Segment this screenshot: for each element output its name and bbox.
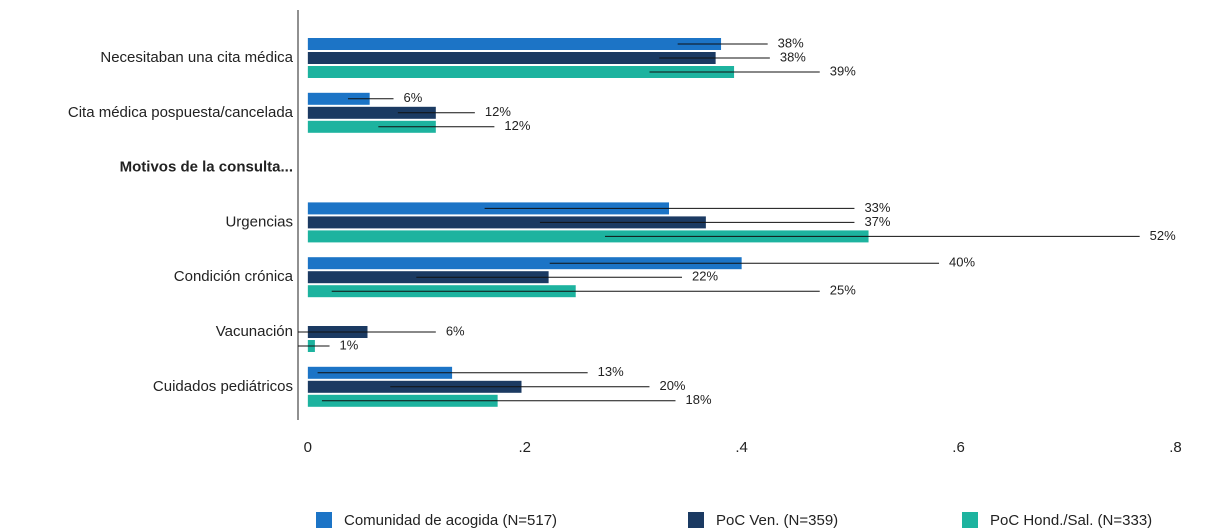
bar — [307, 257, 742, 270]
value-label: 38% — [778, 35, 804, 50]
value-label: 40% — [949, 255, 975, 270]
category-label: Urgencias — [225, 213, 293, 230]
x-tick-label: .6 — [952, 439, 965, 456]
category-label: Necesitaban una cita médica — [100, 49, 293, 66]
value-label: 18% — [685, 392, 711, 407]
legend-swatch — [962, 512, 978, 528]
value-label: 39% — [830, 63, 856, 78]
bar — [307, 230, 869, 243]
value-label: 12% — [504, 118, 530, 133]
value-label: 20% — [659, 378, 685, 393]
bar — [307, 120, 436, 133]
value-label: 33% — [864, 200, 890, 215]
value-label: 6% — [404, 90, 423, 105]
bar — [307, 92, 370, 105]
legend-label: Comunidad de acogida (N=517) — [344, 512, 557, 529]
bar — [307, 66, 735, 78]
category-label: Condición crónica — [174, 268, 294, 285]
value-label: 12% — [485, 104, 511, 119]
x-tick-label: .4 — [735, 439, 748, 456]
value-label: 22% — [692, 269, 718, 284]
legend-swatch — [316, 512, 332, 528]
bar — [307, 216, 706, 229]
value-label: 13% — [598, 364, 624, 379]
value-label: 52% — [1150, 228, 1176, 243]
x-tick-label: .8 — [1169, 439, 1182, 456]
category-label: Motivos de la consulta... — [120, 159, 293, 176]
value-label: 38% — [780, 49, 806, 64]
legend-label: PoC Hond./Sal. (N=333) — [990, 512, 1152, 529]
x-tick-label: .2 — [518, 439, 531, 456]
value-label: 25% — [830, 283, 856, 298]
bar — [307, 106, 436, 119]
bar — [307, 52, 716, 64]
value-label: 6% — [446, 323, 465, 338]
bar — [307, 38, 722, 50]
value-label: 1% — [340, 337, 359, 352]
category-label: Cuidados pediátricos — [153, 378, 293, 395]
value-label: 37% — [864, 214, 890, 229]
legend-label: PoC Ven. (N=359) — [716, 512, 838, 529]
category-label: Vacunación — [216, 323, 293, 340]
category-label: Cita médica pospuesta/cancelada — [68, 104, 294, 121]
legend-swatch — [688, 512, 704, 528]
x-tick-label: 0 — [304, 439, 312, 456]
